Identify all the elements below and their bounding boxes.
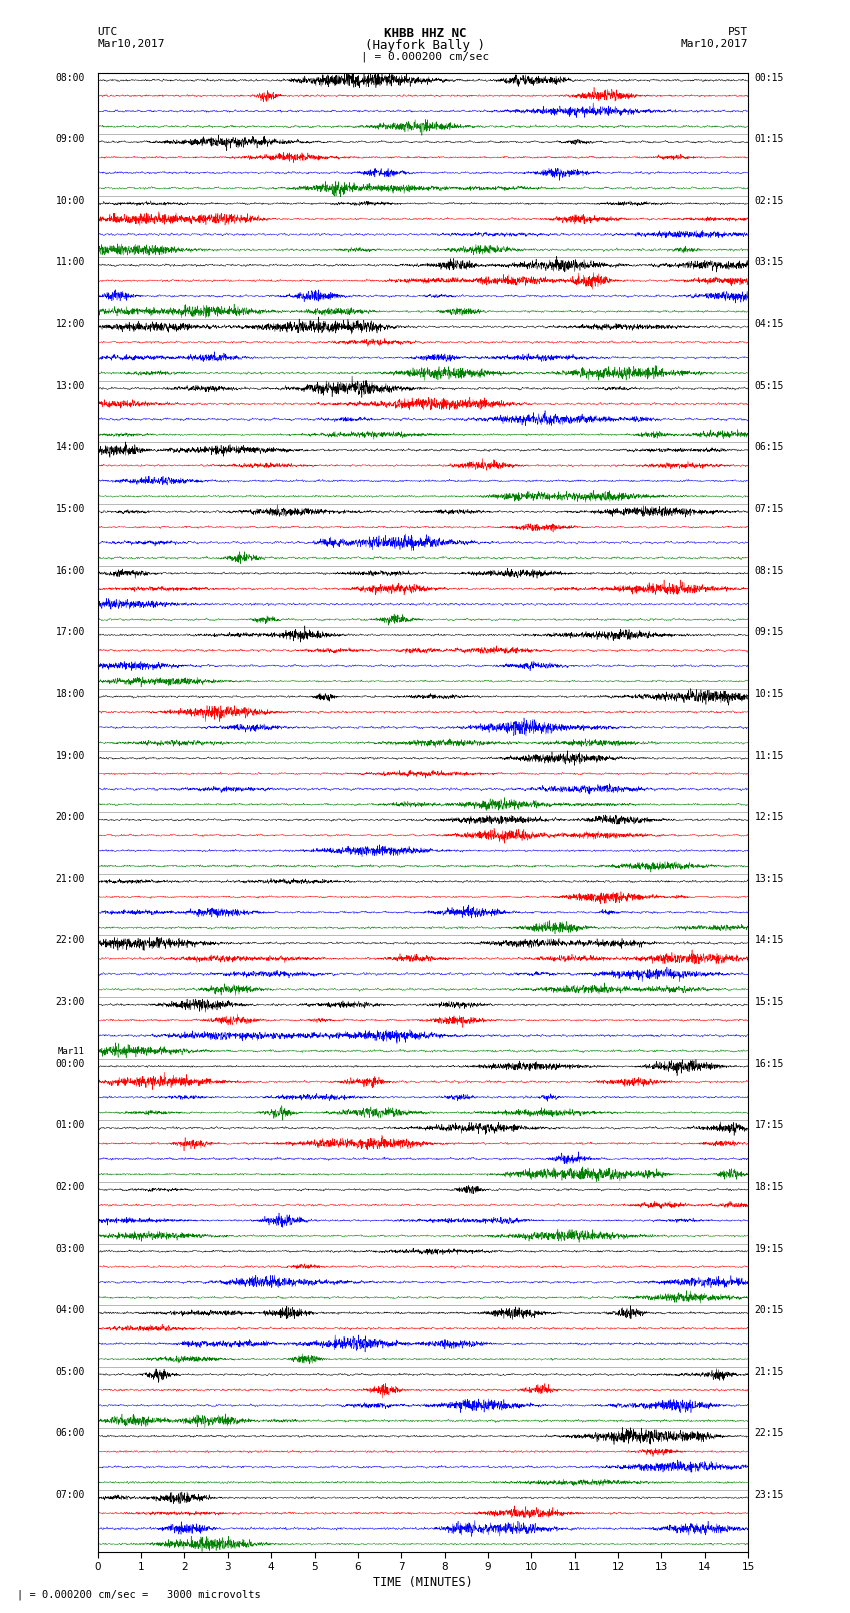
Text: 23:00: 23:00 [55, 997, 85, 1007]
Text: 05:15: 05:15 [755, 381, 784, 390]
Text: 18:15: 18:15 [755, 1182, 784, 1192]
Text: 04:00: 04:00 [55, 1305, 85, 1315]
Text: 23:15: 23:15 [755, 1490, 784, 1500]
Text: KHBB HHZ NC: KHBB HHZ NC [383, 27, 467, 40]
Text: 07:15: 07:15 [755, 503, 784, 515]
Text: 13:15: 13:15 [755, 874, 784, 884]
Text: 01:00: 01:00 [55, 1121, 85, 1131]
Text: 22:00: 22:00 [55, 936, 85, 945]
Text: (Hayfork Bally ): (Hayfork Bally ) [365, 39, 485, 52]
Text: 02:15: 02:15 [755, 195, 784, 206]
Text: 15:00: 15:00 [55, 503, 85, 515]
Text: 05:00: 05:00 [55, 1366, 85, 1378]
Text: 00:00: 00:00 [55, 1058, 85, 1069]
Text: 08:15: 08:15 [755, 566, 784, 576]
Text: 06:15: 06:15 [755, 442, 784, 452]
Text: 19:00: 19:00 [55, 750, 85, 760]
Text: 07:00: 07:00 [55, 1490, 85, 1500]
Text: 02:00: 02:00 [55, 1182, 85, 1192]
Text: 17:15: 17:15 [755, 1121, 784, 1131]
Text: 03:15: 03:15 [755, 258, 784, 268]
Text: 14:00: 14:00 [55, 442, 85, 452]
Text: 19:15: 19:15 [755, 1244, 784, 1253]
Text: 18:00: 18:00 [55, 689, 85, 698]
Text: 14:15: 14:15 [755, 936, 784, 945]
Text: Mar10,2017: Mar10,2017 [98, 39, 165, 48]
Text: 04:15: 04:15 [755, 319, 784, 329]
Text: 12:00: 12:00 [55, 319, 85, 329]
Text: 09:15: 09:15 [755, 627, 784, 637]
Text: 22:15: 22:15 [755, 1429, 784, 1439]
Text: PST: PST [728, 27, 748, 37]
Text: 11:00: 11:00 [55, 258, 85, 268]
Text: | = 0.000200 cm/sec =   3000 microvolts: | = 0.000200 cm/sec = 3000 microvolts [17, 1589, 261, 1600]
Text: 16:00: 16:00 [55, 566, 85, 576]
Text: UTC: UTC [98, 27, 118, 37]
Text: 17:00: 17:00 [55, 627, 85, 637]
Text: 12:15: 12:15 [755, 813, 784, 823]
Text: 21:00: 21:00 [55, 874, 85, 884]
Text: 13:00: 13:00 [55, 381, 85, 390]
Text: 06:00: 06:00 [55, 1429, 85, 1439]
Text: 15:15: 15:15 [755, 997, 784, 1007]
Text: 10:00: 10:00 [55, 195, 85, 206]
Text: 11:15: 11:15 [755, 750, 784, 760]
Text: 20:15: 20:15 [755, 1305, 784, 1315]
Text: | = 0.000200 cm/sec: | = 0.000200 cm/sec [361, 52, 489, 63]
Text: Mar11: Mar11 [58, 1047, 85, 1057]
Text: 01:15: 01:15 [755, 134, 784, 144]
Text: Mar10,2017: Mar10,2017 [681, 39, 748, 48]
Text: 21:15: 21:15 [755, 1366, 784, 1378]
Text: 10:15: 10:15 [755, 689, 784, 698]
Text: 08:00: 08:00 [55, 73, 85, 82]
Text: 20:00: 20:00 [55, 813, 85, 823]
Text: 16:15: 16:15 [755, 1058, 784, 1069]
Text: 00:15: 00:15 [755, 73, 784, 82]
Text: 09:00: 09:00 [55, 134, 85, 144]
X-axis label: TIME (MINUTES): TIME (MINUTES) [373, 1576, 473, 1589]
Text: 03:00: 03:00 [55, 1244, 85, 1253]
